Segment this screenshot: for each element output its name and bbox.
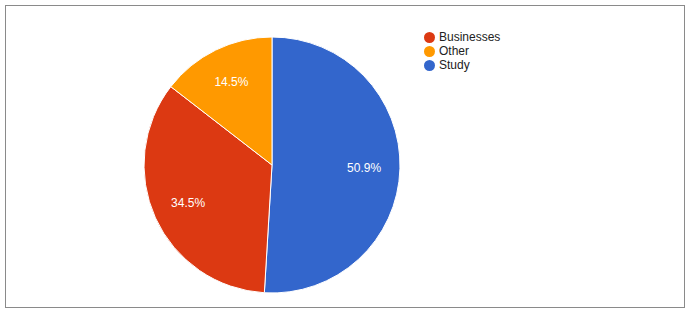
svg-text:14.5%: 14.5%	[214, 75, 248, 89]
svg-text:34.5%: 34.5%	[171, 196, 205, 210]
html-text:Study: Study	[439, 58, 470, 72]
html-text:Businesses: Businesses	[439, 30, 501, 44]
svg-text:50.9%: 50.9%	[347, 161, 381, 175]
html-text:Other: Other	[439, 44, 469, 58]
